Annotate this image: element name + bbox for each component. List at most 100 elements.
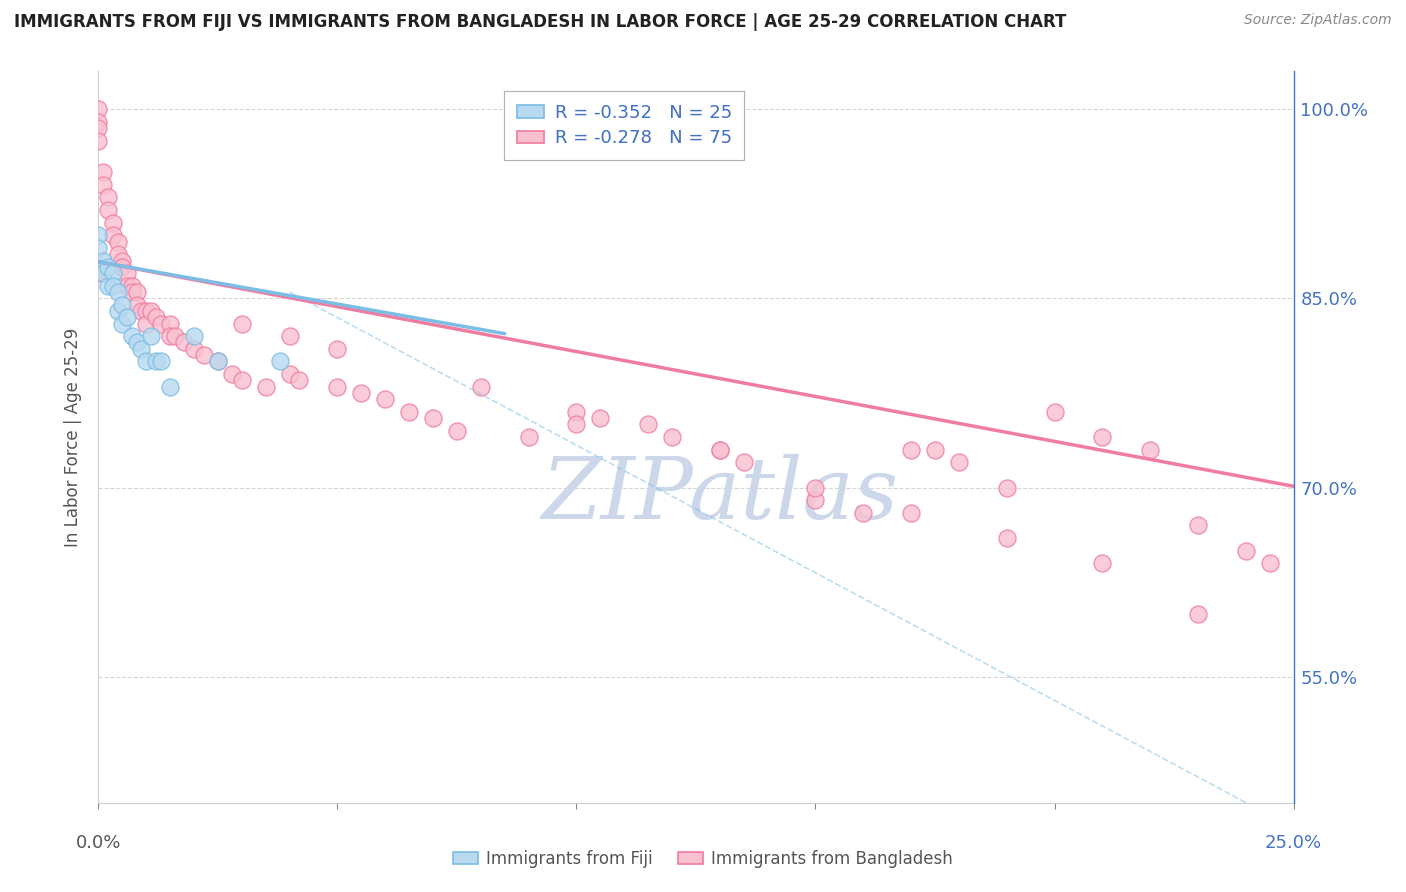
Point [278, 367, 301, 381]
Point [269, 354, 291, 368]
Point [107, 235, 129, 249]
Point [924, 442, 946, 457]
Point [107, 285, 129, 299]
Point [87, 260, 110, 274]
Point [637, 417, 659, 432]
Point [183, 329, 205, 343]
Point [1234, 543, 1257, 558]
Point [1091, 556, 1114, 570]
Point [159, 329, 181, 343]
Point [1187, 607, 1209, 621]
Point [350, 386, 373, 401]
Point [101, 228, 124, 243]
Point [1258, 556, 1281, 570]
Point [900, 506, 922, 520]
Text: 0.0%: 0.0% [76, 834, 121, 853]
Point [804, 493, 827, 508]
Point [173, 335, 195, 350]
Point [422, 411, 444, 425]
Point [87, 115, 110, 129]
Text: IMMIGRANTS FROM FIJI VS IMMIGRANTS FROM BANGLADESH IN LABOR FORCE | AGE 25-29 CO: IMMIGRANTS FROM FIJI VS IMMIGRANTS FROM … [14, 13, 1066, 31]
Point [1091, 430, 1114, 444]
Point [995, 481, 1018, 495]
Legend: Immigrants from Fiji, Immigrants from Bangladesh: Immigrants from Fiji, Immigrants from Ba… [446, 844, 960, 875]
Point [145, 354, 167, 368]
Point [1187, 518, 1209, 533]
Point [101, 266, 124, 280]
Point [87, 228, 110, 243]
Point [326, 379, 349, 393]
Point [107, 304, 129, 318]
Point [87, 241, 110, 255]
Point [159, 379, 181, 393]
Point [565, 417, 588, 432]
Point [139, 304, 162, 318]
Point [125, 285, 148, 299]
Point [91, 253, 114, 268]
Point [948, 455, 970, 469]
Point [589, 411, 612, 425]
Point [231, 317, 253, 331]
Point [326, 342, 349, 356]
Point [125, 298, 148, 312]
Point [733, 455, 755, 469]
Point [91, 165, 114, 179]
Point [446, 424, 468, 438]
Point [163, 329, 186, 343]
Point [97, 278, 120, 293]
Y-axis label: In Labor Force | Age 25-29: In Labor Force | Age 25-29 [65, 327, 83, 547]
Point [159, 317, 181, 331]
Point [374, 392, 396, 407]
Point [231, 373, 253, 387]
Point [183, 342, 205, 356]
Point [135, 317, 157, 331]
Point [804, 481, 827, 495]
Point [111, 260, 134, 274]
Point [101, 216, 124, 230]
Point [97, 203, 120, 218]
Text: 25.0%: 25.0% [1265, 834, 1322, 853]
Point [661, 430, 683, 444]
Point [278, 329, 301, 343]
Text: Source: ZipAtlas.com: Source: ZipAtlas.com [1244, 13, 1392, 28]
Point [115, 310, 138, 325]
Point [193, 348, 215, 362]
Point [87, 102, 110, 116]
Point [149, 354, 172, 368]
Point [87, 266, 110, 280]
Point [288, 373, 311, 387]
Point [111, 253, 134, 268]
Point [107, 247, 129, 261]
Point [87, 121, 110, 136]
Point [254, 379, 277, 393]
Point [139, 329, 162, 343]
Legend: R = -0.352   N = 25, R = -0.278   N = 75: R = -0.352 N = 25, R = -0.278 N = 75 [503, 91, 745, 160]
Point [135, 354, 157, 368]
Point [852, 506, 875, 520]
Point [149, 317, 172, 331]
Point [145, 310, 167, 325]
Point [121, 278, 143, 293]
Point [125, 335, 148, 350]
Point [87, 134, 110, 148]
Point [115, 266, 138, 280]
Point [900, 442, 922, 457]
Point [1139, 442, 1161, 457]
Point [121, 285, 143, 299]
Point [91, 266, 114, 280]
Point [517, 430, 540, 444]
Point [221, 367, 243, 381]
Point [207, 354, 229, 368]
Point [101, 278, 124, 293]
Point [398, 405, 420, 419]
Point [111, 317, 134, 331]
Point [91, 178, 114, 192]
Point [115, 278, 138, 293]
Point [135, 304, 157, 318]
Point [995, 531, 1018, 545]
Point [207, 354, 229, 368]
Point [97, 260, 120, 274]
Text: ZIPatlas: ZIPatlas [541, 454, 898, 537]
Point [131, 342, 153, 356]
Point [470, 379, 492, 393]
